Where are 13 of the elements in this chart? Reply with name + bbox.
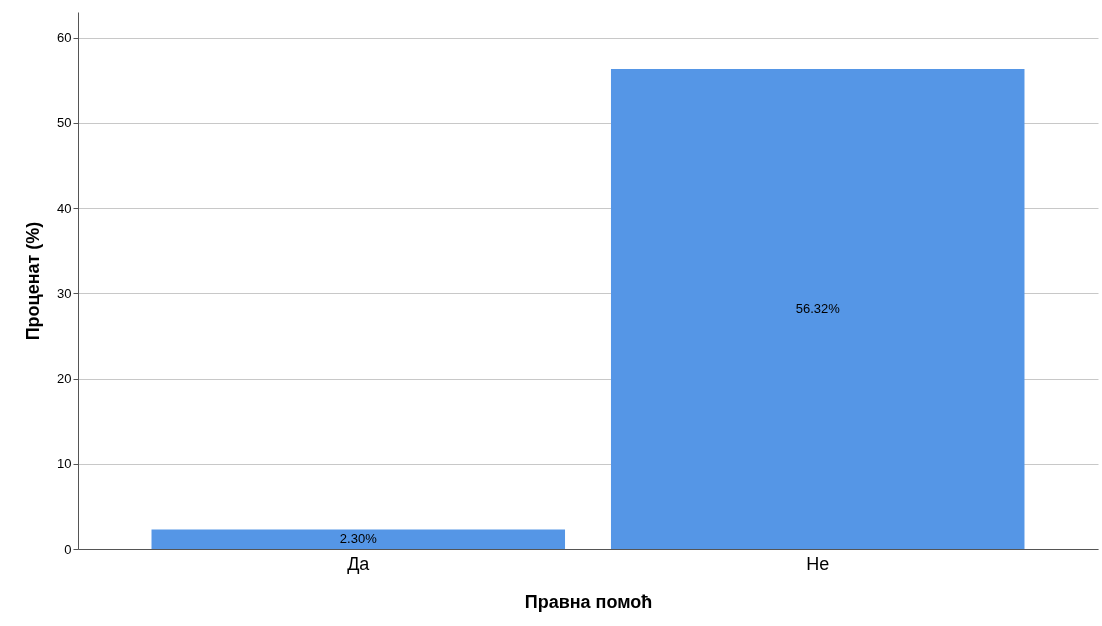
y-tick-label: 40 [57,200,72,216]
y-tick-label: 50 [57,115,72,131]
y-axis-title: Проценат (%) [23,221,44,341]
y-tick-label: 30 [57,285,72,301]
y-tick-label: 0 [64,541,72,557]
y-tick-label: 10 [57,456,72,472]
data-label: 56.32% [795,300,841,316]
x-tick-label: Да [347,553,371,574]
x-tick-label: Не [806,553,830,574]
y-tick-label: 20 [57,371,72,387]
x-axis-title: Правна помоћ [524,591,653,612]
data-label: 2.30% [339,531,378,547]
y-tick-label: 60 [57,30,72,46]
